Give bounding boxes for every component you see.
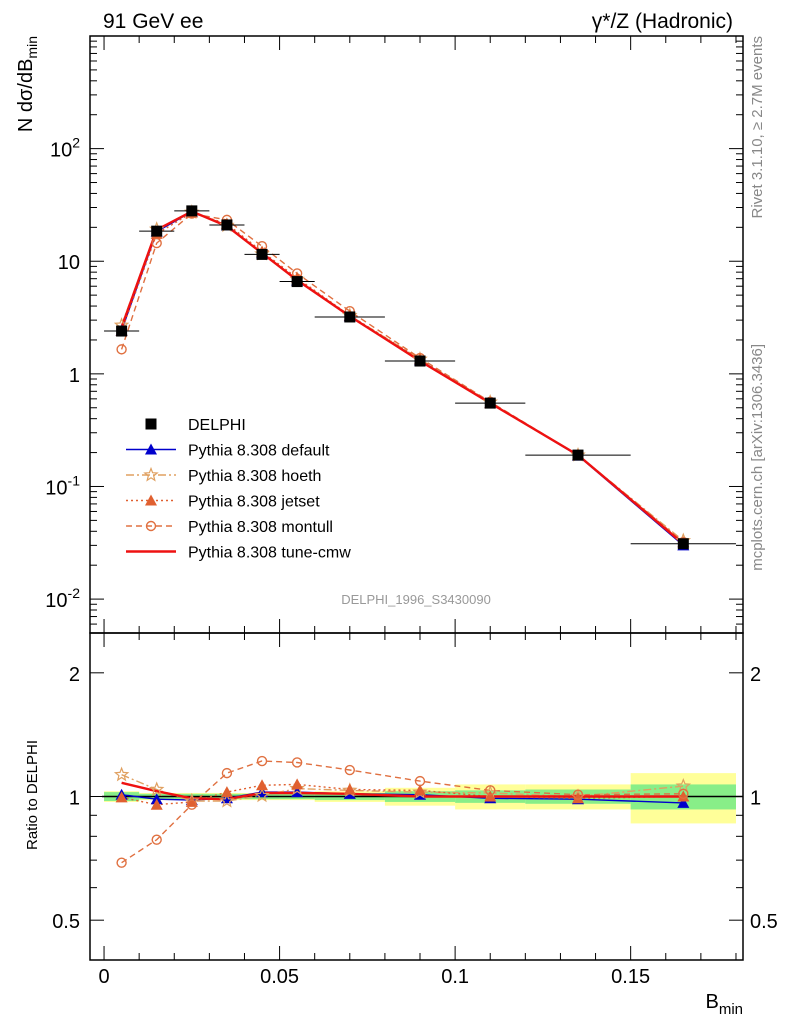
ratio-point-s2-0 <box>115 791 128 803</box>
ratio-point-s2-9 <box>571 792 584 804</box>
ratio-point-s2-8 <box>484 790 497 802</box>
legend-label-5: Pythia 8.308 tune-cmw <box>188 545 351 562</box>
ratio-point-s1-3 <box>219 792 235 808</box>
ratio-point-s1-0 <box>113 766 130 782</box>
axis-ticks <box>90 35 743 961</box>
data-point-4 <box>256 248 268 260</box>
ratio-point-s1-5 <box>289 780 305 796</box>
main-line-3 <box>120 211 684 543</box>
main-ytick-label-1: 10-1 <box>45 472 80 499</box>
ratio-ytick-label-right-2: 2 <box>750 664 761 686</box>
ratio-line-3 <box>121 760 684 864</box>
data-point-7 <box>414 355 426 367</box>
legend-marker-1 <box>145 443 157 455</box>
data-point-2 <box>186 205 198 217</box>
data-point-5 <box>291 276 303 288</box>
legend-marker-3 <box>145 494 157 506</box>
ratio-series-lines <box>121 760 684 864</box>
ratio-point-s0-4 <box>256 786 269 798</box>
legend-item-0: DELPHI <box>145 417 246 434</box>
watermark: DELPHI_1996_S3430090 <box>341 592 491 607</box>
main-ytick-label-3: 10 <box>58 252 80 274</box>
ratio-ytick-label-left-2: 2 <box>69 664 80 686</box>
legend-marker-2 <box>143 466 159 482</box>
y-axis-label-ratio: Ratio to DELPHI <box>24 740 41 850</box>
ratio-point-s3-4 <box>256 755 268 767</box>
ratio-point-s3-8 <box>485 785 496 796</box>
legend-label-1: Pythia 8.308 default <box>188 443 330 460</box>
ratio-point-s3-9 <box>572 789 584 800</box>
ratio-ytick-label-left-1: 1 <box>69 788 80 810</box>
ratio-point-s2-7 <box>414 784 427 796</box>
y-axis-label-main: N dσ/dBmin <box>15 36 40 132</box>
legend-item-3: Pythia 8.308 jetset <box>126 494 320 511</box>
ratio-point-s2-6 <box>343 783 356 795</box>
legend-item-4: Pythia 8.308 montull <box>126 519 333 536</box>
side-label-rivet: Rivet 3.1.10, ≥ 2.7M events <box>749 36 766 219</box>
xtick-label-1: 0.05 <box>260 966 299 988</box>
ratio-point-s0-3 <box>220 792 233 804</box>
side-label-mcplots: mcplots.cern.ch [arXiv:1306.3436] <box>749 344 766 571</box>
ratio-point-s3-0 <box>116 857 127 868</box>
data-point-1 <box>151 225 163 237</box>
legend-item-1: Pythia 8.308 default <box>126 443 330 460</box>
ratio-ytick-label-left-0: 0.5 <box>52 911 80 933</box>
ratio-point-s2-5 <box>291 778 304 790</box>
legend-label-2: Pythia 8.308 hoeth <box>188 468 321 485</box>
ratio-point-s2-1 <box>150 798 163 810</box>
ratio-ytick-label-right-1: 1 <box>750 788 761 810</box>
ratio-point-s2-4 <box>256 779 269 791</box>
main-point-s4-0 <box>116 344 127 355</box>
header-right: γ*/Z (Hadronic) <box>592 10 733 33</box>
ratio-point-s1-4 <box>254 787 270 803</box>
ratio-point-s3-2 <box>186 799 198 810</box>
data-point-10 <box>677 538 689 550</box>
data-point-6 <box>344 311 356 323</box>
header-left: 91 GeV ee <box>103 10 203 33</box>
ratio-point-s3-1 <box>151 834 162 845</box>
axis-tick-labels: 10-2 10-1 1 10 102 0 0.05 0.1 0.15 0.5 0.5 1 1 2 2 <box>45 135 778 988</box>
ratio-point-s1-1 <box>148 781 165 797</box>
xtick-label-3: 0.15 <box>611 966 650 988</box>
legend-label-0: DELPHI <box>188 417 246 434</box>
ratio-point-s2-3 <box>220 786 233 798</box>
data-point-0 <box>116 325 128 337</box>
ratio-point-s3-6 <box>344 764 355 776</box>
xtick-label-0: 0 <box>98 966 109 988</box>
legend-item-5: Pythia 8.308 tune-cmw <box>126 545 351 562</box>
ratio-point-s3-7 <box>414 775 426 787</box>
legend: DELPHI Pythia 8.308 default Pythia 8.308 h… <box>126 417 351 562</box>
ratio-point-s3-10 <box>678 788 689 800</box>
data-point-3 <box>221 219 233 231</box>
ratio-point-s3-3 <box>221 767 233 779</box>
legend-item-2: Pythia 8.308 hoeth <box>126 466 321 485</box>
ratio-ytick-label-right-0: 0.5 <box>750 911 778 933</box>
ratio-point-s2-2 <box>185 795 198 807</box>
ratio-series-markers <box>113 755 692 868</box>
main-ytick-label-0: 10-2 <box>45 585 80 612</box>
ratio-point-s3-5 <box>291 757 303 768</box>
ratio-point-s0-1 <box>150 793 163 805</box>
main-line-2 <box>120 211 684 542</box>
main-ytick-label-4: 102 <box>50 135 80 162</box>
ratio-point-s2-10 <box>677 790 690 802</box>
x-axis-label: Bmin <box>705 991 743 1018</box>
legend-marker-4 <box>145 520 157 532</box>
ratio-point-s0-10 <box>677 796 690 808</box>
xtick-label-2: 0.1 <box>441 966 469 988</box>
main-series-markers <box>104 204 736 551</box>
legend-marker-0 <box>145 418 157 430</box>
data-point-8 <box>484 397 496 409</box>
main-point-s4-1 <box>151 237 162 249</box>
main-ytick-label-2: 1 <box>69 365 80 387</box>
legend-label-4: Pythia 8.308 montull <box>188 519 333 536</box>
legend-label-3: Pythia 8.308 jetset <box>188 494 320 511</box>
data-point-9 <box>572 449 584 461</box>
